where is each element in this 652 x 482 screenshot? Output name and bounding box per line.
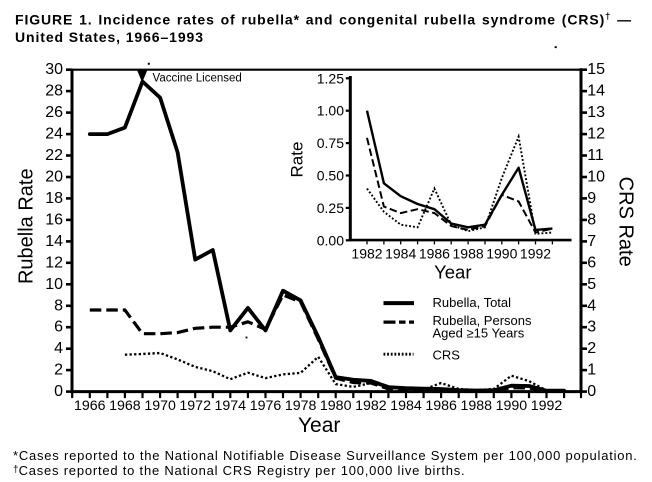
svg-text:13: 13 (587, 104, 605, 121)
svg-text:Rate: Rate (288, 142, 307, 178)
svg-text:Rubella Rate: Rubella Rate (16, 168, 38, 284)
svg-text:1968: 1968 (109, 398, 141, 414)
svg-text:20: 20 (45, 169, 63, 186)
svg-text:9: 9 (587, 190, 596, 207)
svg-text:1984: 1984 (385, 245, 416, 261)
svg-text:24: 24 (45, 126, 63, 143)
svg-text:4: 4 (587, 297, 596, 314)
svg-text:CRS Rate: CRS Rate (615, 177, 637, 267)
svg-text:4: 4 (54, 340, 63, 357)
svg-text:0.75: 0.75 (317, 135, 344, 151)
svg-text:14: 14 (45, 233, 63, 250)
svg-text:0.00: 0.00 (317, 232, 344, 248)
svg-text:28: 28 (45, 83, 63, 100)
svg-text:12: 12 (45, 254, 63, 271)
svg-text:3: 3 (587, 319, 596, 336)
svg-text:1990: 1990 (496, 398, 528, 414)
svg-text:1988: 1988 (461, 398, 493, 414)
svg-text:6: 6 (587, 254, 596, 271)
svg-text:5: 5 (587, 276, 596, 293)
svg-text:1986: 1986 (419, 245, 450, 261)
svg-text:1982: 1982 (351, 245, 382, 261)
svg-text:Aged ≥15 Years: Aged ≥15 Years (433, 325, 525, 340)
svg-text:8: 8 (54, 297, 63, 314)
svg-text:0.50: 0.50 (317, 168, 344, 184)
svg-text:1976: 1976 (250, 398, 282, 414)
svg-text:CRS: CRS (433, 347, 461, 362)
svg-text:26: 26 (45, 104, 63, 121)
svg-text:1.25: 1.25 (317, 70, 344, 86)
svg-text:8: 8 (587, 211, 596, 228)
svg-text:30: 30 (45, 61, 63, 78)
svg-text:6: 6 (54, 319, 63, 336)
svg-text:0.25: 0.25 (317, 200, 344, 216)
svg-text:12: 12 (587, 126, 605, 143)
svg-text:10: 10 (587, 169, 605, 186)
svg-text:10: 10 (45, 276, 63, 293)
svg-text:1986: 1986 (425, 398, 457, 414)
svg-text:2: 2 (587, 340, 596, 357)
svg-text:0: 0 (54, 383, 63, 400)
svg-text:Rubella, Persons: Rubella, Persons (433, 313, 532, 328)
svg-text:1974: 1974 (215, 398, 247, 414)
svg-text:22: 22 (45, 147, 63, 164)
svg-text:Year: Year (298, 414, 340, 437)
svg-text:1: 1 (587, 362, 596, 379)
svg-text:0: 0 (587, 383, 596, 400)
svg-text:2: 2 (54, 362, 63, 379)
svg-text:1.00: 1.00 (317, 103, 344, 119)
svg-text:14: 14 (587, 83, 605, 100)
svg-text:1970: 1970 (144, 398, 176, 414)
svg-text:1978: 1978 (285, 398, 317, 414)
svg-text:1992: 1992 (520, 245, 551, 261)
svg-text:1990: 1990 (486, 245, 517, 261)
svg-text:1992: 1992 (531, 398, 563, 414)
svg-text:1966: 1966 (74, 398, 106, 414)
svg-text:16: 16 (45, 211, 63, 228)
svg-text:1982: 1982 (355, 398, 387, 414)
svg-text:1984: 1984 (390, 398, 422, 414)
svg-text:1972: 1972 (179, 398, 211, 414)
svg-text:7: 7 (587, 233, 596, 250)
svg-text:Rubella, Total: Rubella, Total (433, 295, 512, 310)
svg-text:18: 18 (45, 190, 63, 207)
svg-text:Year: Year (434, 262, 471, 283)
svg-text:11: 11 (587, 147, 604, 164)
svg-text:Vaccine Licensed: Vaccine Licensed (153, 72, 242, 84)
svg-text:1988: 1988 (453, 245, 484, 261)
svg-text:15: 15 (587, 61, 605, 78)
svg-text:1980: 1980 (320, 398, 352, 414)
